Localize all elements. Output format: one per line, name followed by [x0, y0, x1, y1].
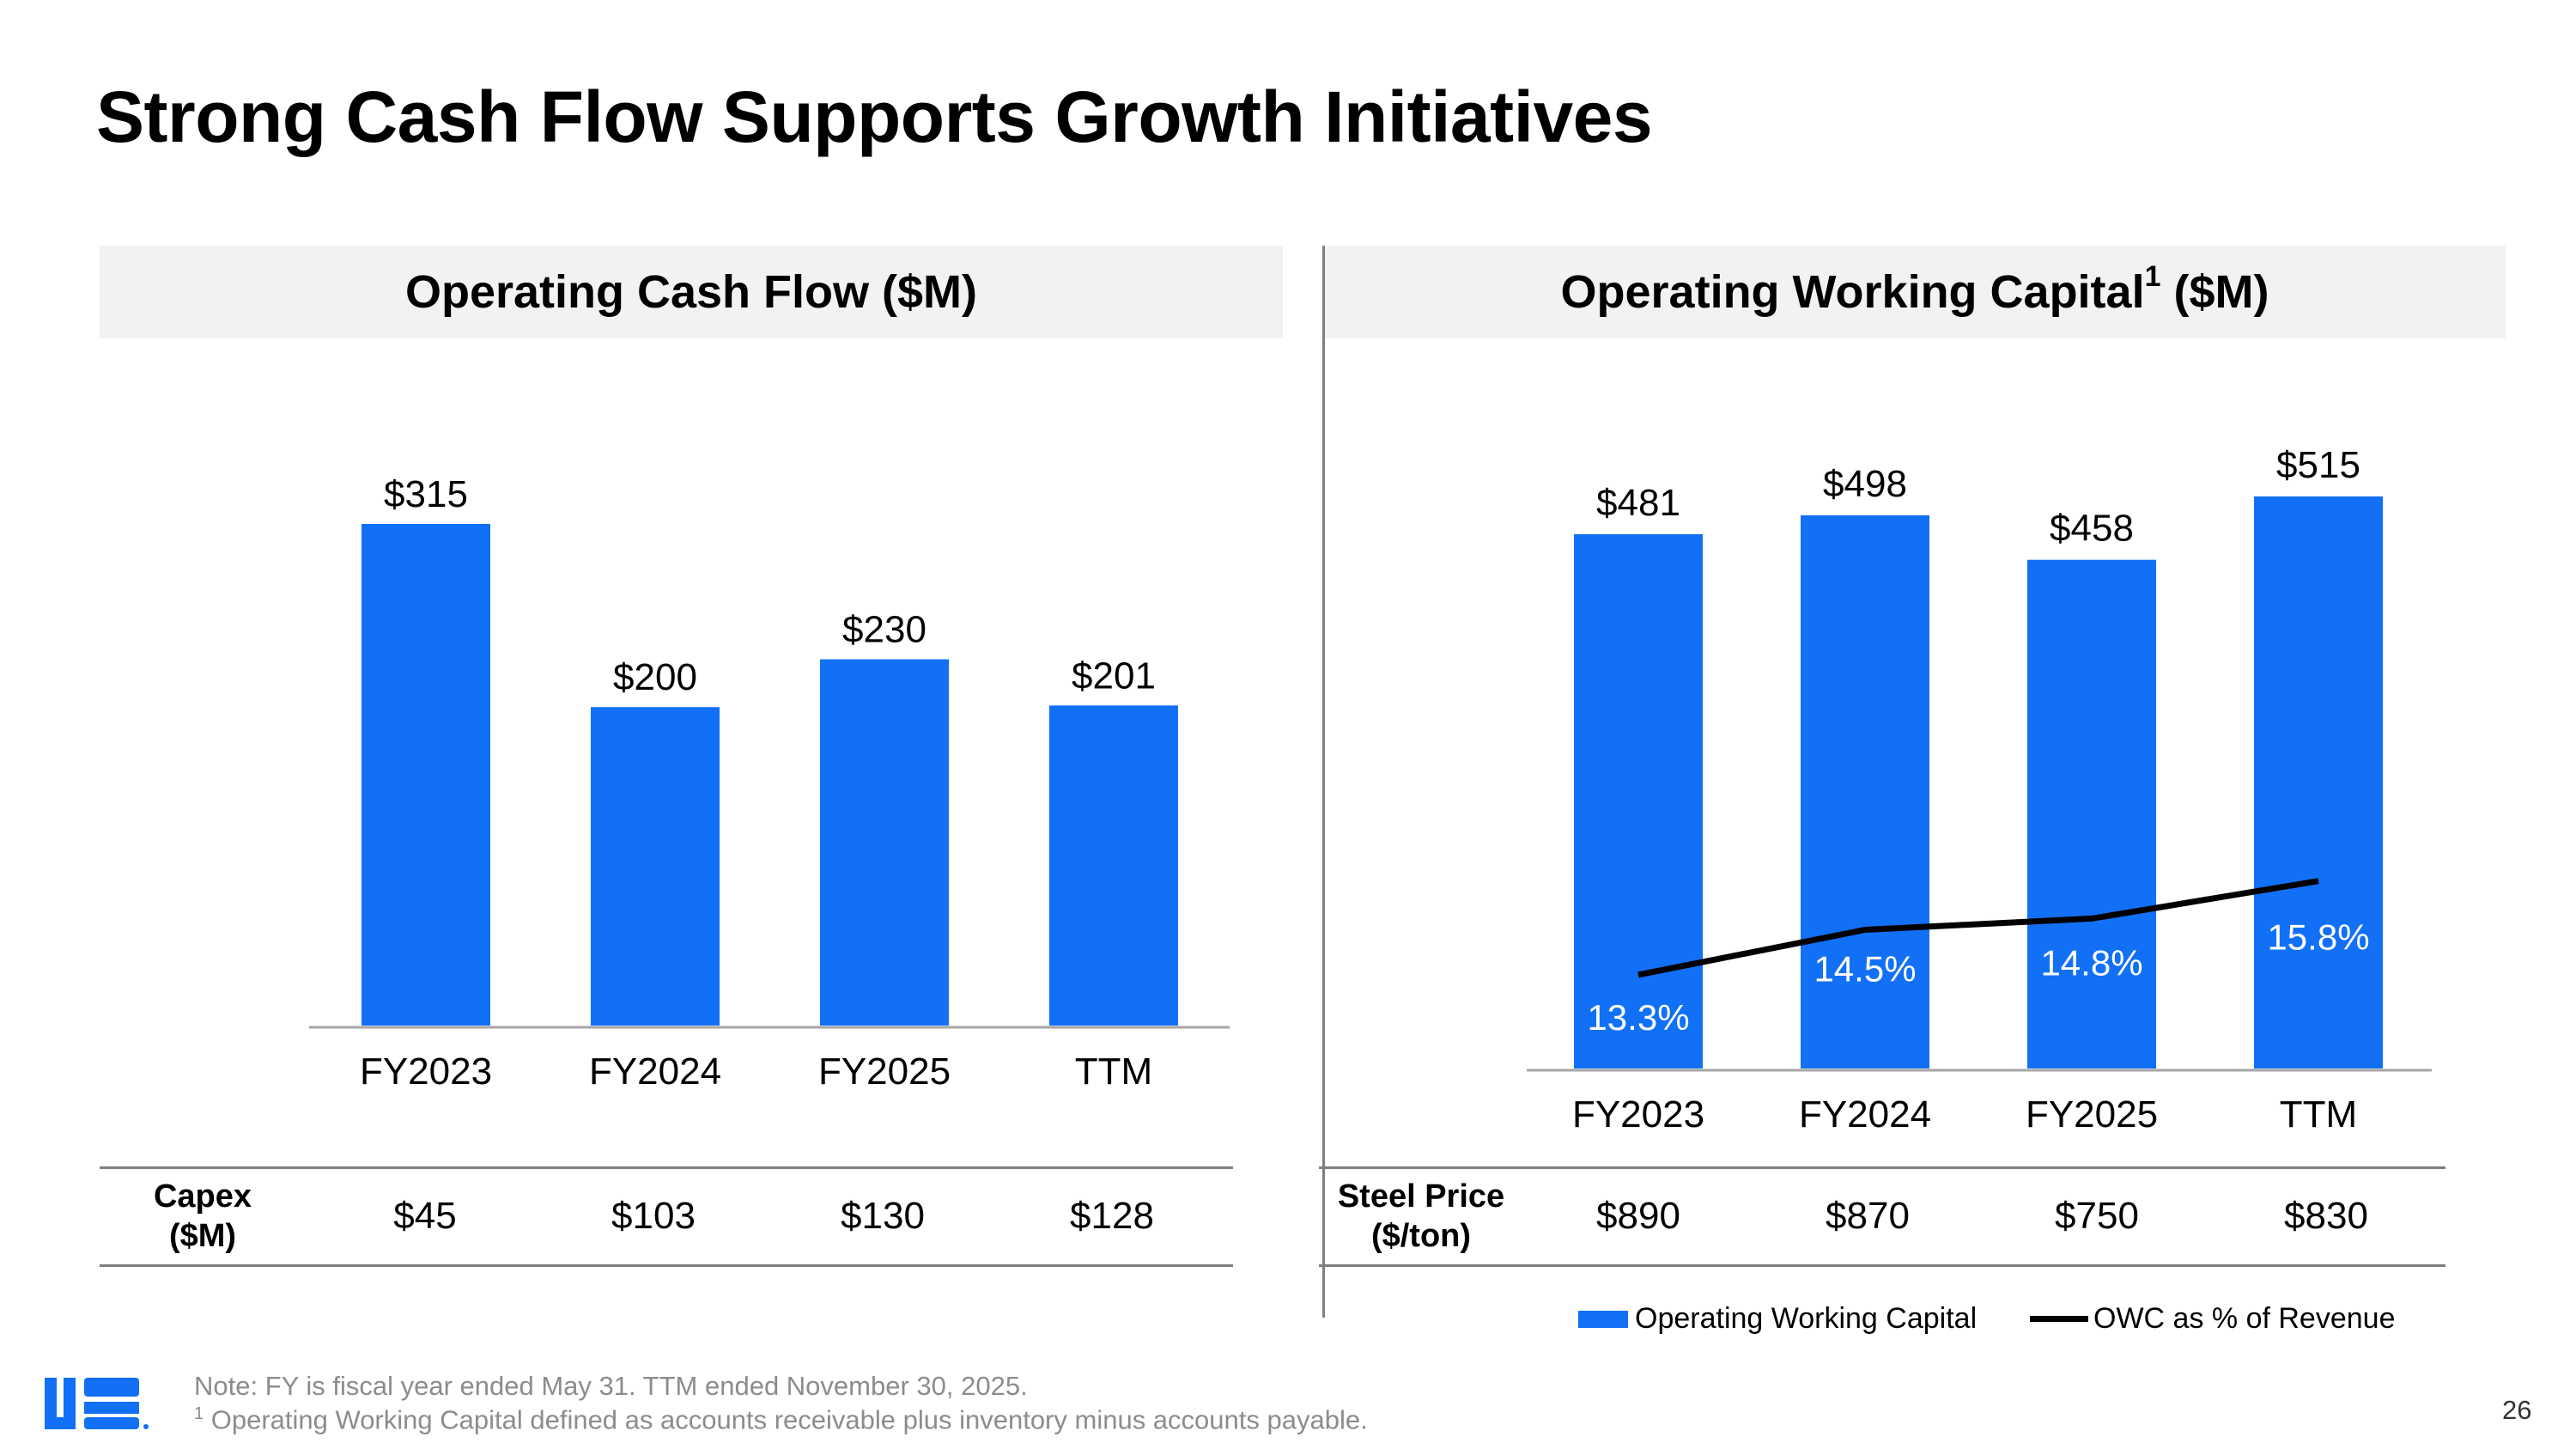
owc-pct-label: 14.8% — [2040, 942, 2142, 983]
legend-bar-entry: Operating Working Capital — [1578, 1302, 1977, 1336]
left-panel-title: Operating Cash Flow ($M) — [404, 266, 978, 318]
owc-category-label: TTM — [2280, 1093, 2357, 1135]
page-title: Strong Cash Flow Supports Growth Initiat… — [96, 76, 1653, 157]
left-panel-header: Operating Cash Flow ($M) — [100, 246, 1283, 338]
owc-pct-label: 13.3% — [1587, 997, 1689, 1038]
legend-line-entry: OWC as % of Revenue — [2030, 1302, 2395, 1336]
owc-category-label: FY2023 — [1572, 1093, 1704, 1135]
ocf-category-label: FY2024 — [589, 1050, 721, 1093]
steel-price-cell: $890 — [1596, 1195, 1680, 1237]
capex-cell: $130 — [841, 1195, 925, 1237]
ocf-data-label: $315 — [384, 473, 468, 515]
ocf-bar — [820, 659, 949, 1026]
ocf-data-label: $230 — [842, 609, 927, 651]
owc-pct-label: 14.5% — [1814, 949, 1916, 989]
ocf-bar — [1049, 705, 1178, 1026]
owc-bar — [1801, 514, 1929, 1068]
left-table-top-rule — [100, 1166, 1233, 1169]
ocf-category-label: FY2023 — [360, 1050, 492, 1093]
right-panel-header: Operating Working Capital1 ($M) — [1324, 246, 2506, 338]
owc-category-label: FY2025 — [2026, 1093, 2158, 1135]
ocf-bar — [591, 707, 720, 1026]
owc-pct-line — [1637, 878, 2319, 978]
legend-bar-label: Operating Working Capital — [1635, 1302, 1978, 1335]
owc-data-label: $481 — [1596, 482, 1680, 524]
owc-data-label: $515 — [2276, 444, 2360, 486]
owc-pct-label: 15.8% — [2267, 917, 2369, 958]
capex-cell: $45 — [393, 1195, 457, 1237]
steel-price-cell: $870 — [1826, 1195, 1910, 1237]
owc-data-label: $458 — [2050, 508, 2134, 550]
legend-bar-swatch — [1578, 1310, 1628, 1328]
ocf-category-label: FY2025 — [818, 1050, 951, 1093]
company-logo-icon — [45, 1378, 149, 1429]
legend-line-swatch — [2030, 1316, 2088, 1322]
owc-data-label: $498 — [1823, 463, 1907, 505]
owc-bar — [1574, 533, 1703, 1068]
right-table-top-rule — [1319, 1166, 2445, 1169]
left-table-bottom-rule — [100, 1264, 1233, 1267]
owc-category-label: FY2024 — [1799, 1093, 1931, 1135]
ocf-category-label: TTM — [1075, 1050, 1152, 1093]
footnote-line-1: Note: FY is fiscal year ended May 31. TT… — [194, 1371, 1028, 1401]
ocf-data-label: $201 — [1072, 654, 1156, 697]
footnote-line-2: 1 Operating Working Capital defined as a… — [194, 1404, 1368, 1435]
steel-price-row-label: Steel Price ($/ton) — [1337, 1178, 1505, 1254]
capex-cell: $128 — [1070, 1195, 1154, 1237]
ocf-data-label: $200 — [613, 656, 697, 698]
owc-bar — [2254, 496, 2383, 1068]
right-table-bottom-rule — [1319, 1264, 2445, 1267]
steel-price-cell: $750 — [2055, 1195, 2139, 1237]
legend-line-label: OWC as % of Revenue — [2093, 1302, 2396, 1335]
capex-cell: $103 — [611, 1195, 696, 1237]
page-number: 26 — [2502, 1395, 2532, 1425]
steel-price-cell: $830 — [2284, 1195, 2368, 1237]
panel-divider — [1322, 246, 1325, 1318]
ocf-bar — [361, 524, 490, 1026]
right-panel-title: Operating Working Capital1 ($M) — [1560, 260, 2269, 318]
capex-row-label: Capex ($M) — [153, 1178, 252, 1254]
owc-bar — [2027, 559, 2156, 1068]
